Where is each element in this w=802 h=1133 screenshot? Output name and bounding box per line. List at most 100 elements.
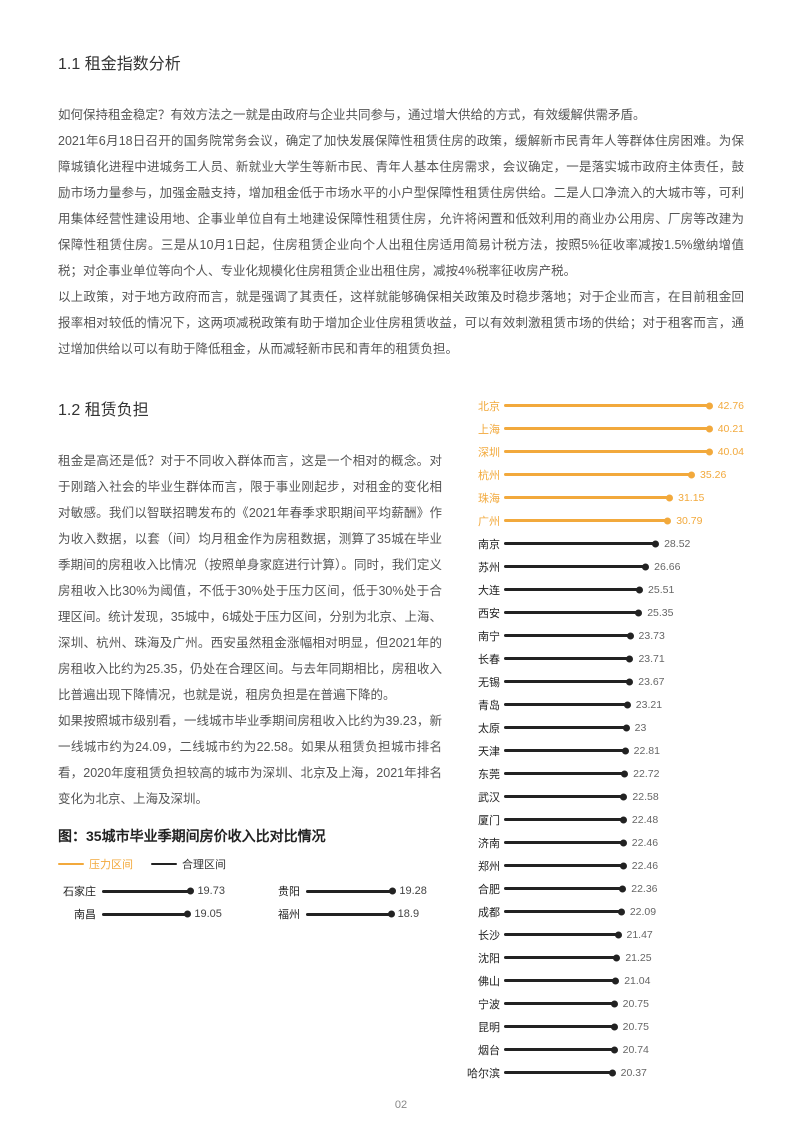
bar-value-label: 21.04 (624, 975, 650, 987)
bar-dot-icon (621, 770, 628, 777)
bar-dot-icon (627, 632, 634, 639)
bar-track: 22.58 (504, 791, 744, 803)
bar-track: 21.25 (504, 952, 744, 964)
bar-city-label: 沈阳 (464, 950, 504, 966)
bar-city-label: 长沙 (464, 927, 504, 943)
bar-dot-icon (620, 793, 627, 800)
section1-title: 1.1 租金指数分析 (58, 50, 744, 74)
mini-bar-line (306, 913, 392, 916)
bar-track: 22.36 (504, 883, 744, 895)
bar-track: 40.04 (504, 446, 744, 458)
legend-pressure: 压力区间 (58, 856, 133, 872)
bar-value-label: 26.66 (654, 561, 680, 573)
bar-line (504, 749, 626, 752)
bar-line (504, 910, 622, 913)
bar-city-label: 佛山 (464, 973, 504, 989)
bar-value-label: 22.46 (632, 860, 658, 872)
bar-row: 北京42.76 (464, 396, 744, 415)
bar-line (504, 680, 630, 683)
bar-dot-icon (706, 448, 713, 455)
bar-city-label: 宁波 (464, 996, 504, 1012)
bar-row: 郑州 22.46 (464, 856, 744, 875)
bar-row: 天津22.81 (464, 741, 744, 760)
bar-track: 21.04 (504, 975, 744, 987)
bar-track: 35.26 (504, 469, 744, 481)
legend-pressure-label: 压力区间 (89, 856, 133, 872)
bar-row: 青岛 23.21 (464, 695, 744, 714)
mini-bar-row: 石家庄19.73 (58, 882, 238, 900)
bar-row: 东莞22.72 (464, 764, 744, 783)
bar-city-label: 郑州 (464, 858, 504, 874)
bar-dot-icon (620, 862, 627, 869)
bar-city-label: 深圳 (464, 444, 504, 460)
bar-track: 28.52 (504, 538, 744, 550)
section2-p2: 如果按照城市级别看，一线城市毕业季期间房租收入比约为39.23，新一线城市约为2… (58, 708, 442, 812)
bar-city-label: 北京 (464, 398, 504, 414)
bar-track: 23.73 (504, 630, 744, 642)
bar-track: 26.66 (504, 561, 744, 573)
bar-city-label: 青岛 (464, 697, 504, 713)
bar-row: 厦门22.48 (464, 810, 744, 829)
bar-line (504, 841, 624, 844)
bar-row: 济南22.46 (464, 833, 744, 852)
bottom-chart-left-col: 石家庄19.73南昌19.05 (58, 882, 238, 923)
bar-track: 25.51 (504, 584, 744, 596)
bar-line (504, 473, 692, 476)
mini-bar-wrap: 19.05 (102, 908, 238, 920)
bar-line (504, 634, 631, 637)
mini-bar-line (306, 890, 393, 893)
bar-city-label: 成都 (464, 904, 504, 920)
bar-value-label: 23 (635, 722, 647, 734)
bar-dot-icon (642, 563, 649, 570)
bar-line (504, 657, 630, 660)
chart-title: 图：35城市毕业季期间房价收入比对比情况 (58, 826, 442, 846)
mini-bar-line (102, 913, 188, 916)
bar-line (504, 542, 656, 545)
bar-value-label: 40.04 (718, 446, 744, 458)
bar-row: 长春23.71 (464, 649, 744, 668)
bar-value-label: 20.37 (621, 1067, 647, 1079)
bar-dot-icon (636, 586, 643, 593)
bar-row: 苏州 26.66 (464, 557, 744, 576)
bar-dot-icon (620, 816, 627, 823)
mini-bar-wrap: 19.28 (306, 885, 442, 897)
bar-city-label: 南京 (464, 536, 504, 552)
bar-value-label: 23.73 (639, 630, 665, 642)
mini-value-label: 18.9 (398, 908, 419, 920)
bar-line (504, 818, 624, 821)
bar-row: 哈尔滨20.37 (464, 1063, 744, 1082)
bar-line (504, 496, 670, 499)
bar-value-label: 40.21 (718, 423, 744, 435)
bar-city-label: 无锡 (464, 674, 504, 690)
bar-row: 佛山 21.04 (464, 971, 744, 990)
bar-row: 宁波20.75 (464, 994, 744, 1013)
bar-city-label: 苏州 (464, 559, 504, 575)
bar-track: 22.72 (504, 768, 744, 780)
section1-p2: 2021年6月18日召开的国务院常务会议，确定了加快发展保障性租赁住房的政策，缓… (58, 128, 744, 284)
bar-dot-icon (664, 517, 671, 524)
bar-city-label: 西安 (464, 605, 504, 621)
bar-line (504, 726, 627, 729)
bar-line (504, 703, 628, 706)
mini-bar-dot-icon (388, 911, 395, 918)
bar-value-label: 31.15 (678, 492, 704, 504)
mini-bar-row: 福州18.9 (262, 905, 442, 923)
bar-dot-icon (611, 1023, 618, 1030)
section2-title: 1.2 租赁负担 (58, 396, 442, 420)
bar-dot-icon (618, 908, 625, 915)
bar-track: 22.48 (504, 814, 744, 826)
bar-line (504, 979, 616, 982)
bar-city-label: 厦门 (464, 812, 504, 828)
bar-value-label: 30.79 (676, 515, 702, 527)
bar-value-label: 23.21 (636, 699, 662, 711)
bar-dot-icon (624, 701, 631, 708)
bar-line (504, 565, 646, 568)
bar-dot-icon (613, 954, 620, 961)
bottom-chart-right-col: 贵阳19.28福州18.9 (262, 882, 442, 923)
bar-row: 武汉22.58 (464, 787, 744, 806)
bar-row: 无锡23.67 (464, 672, 744, 691)
bar-dot-icon (706, 425, 713, 432)
bar-line (504, 887, 623, 890)
mini-bar-dot-icon (187, 888, 194, 895)
bar-dot-icon (612, 977, 619, 984)
